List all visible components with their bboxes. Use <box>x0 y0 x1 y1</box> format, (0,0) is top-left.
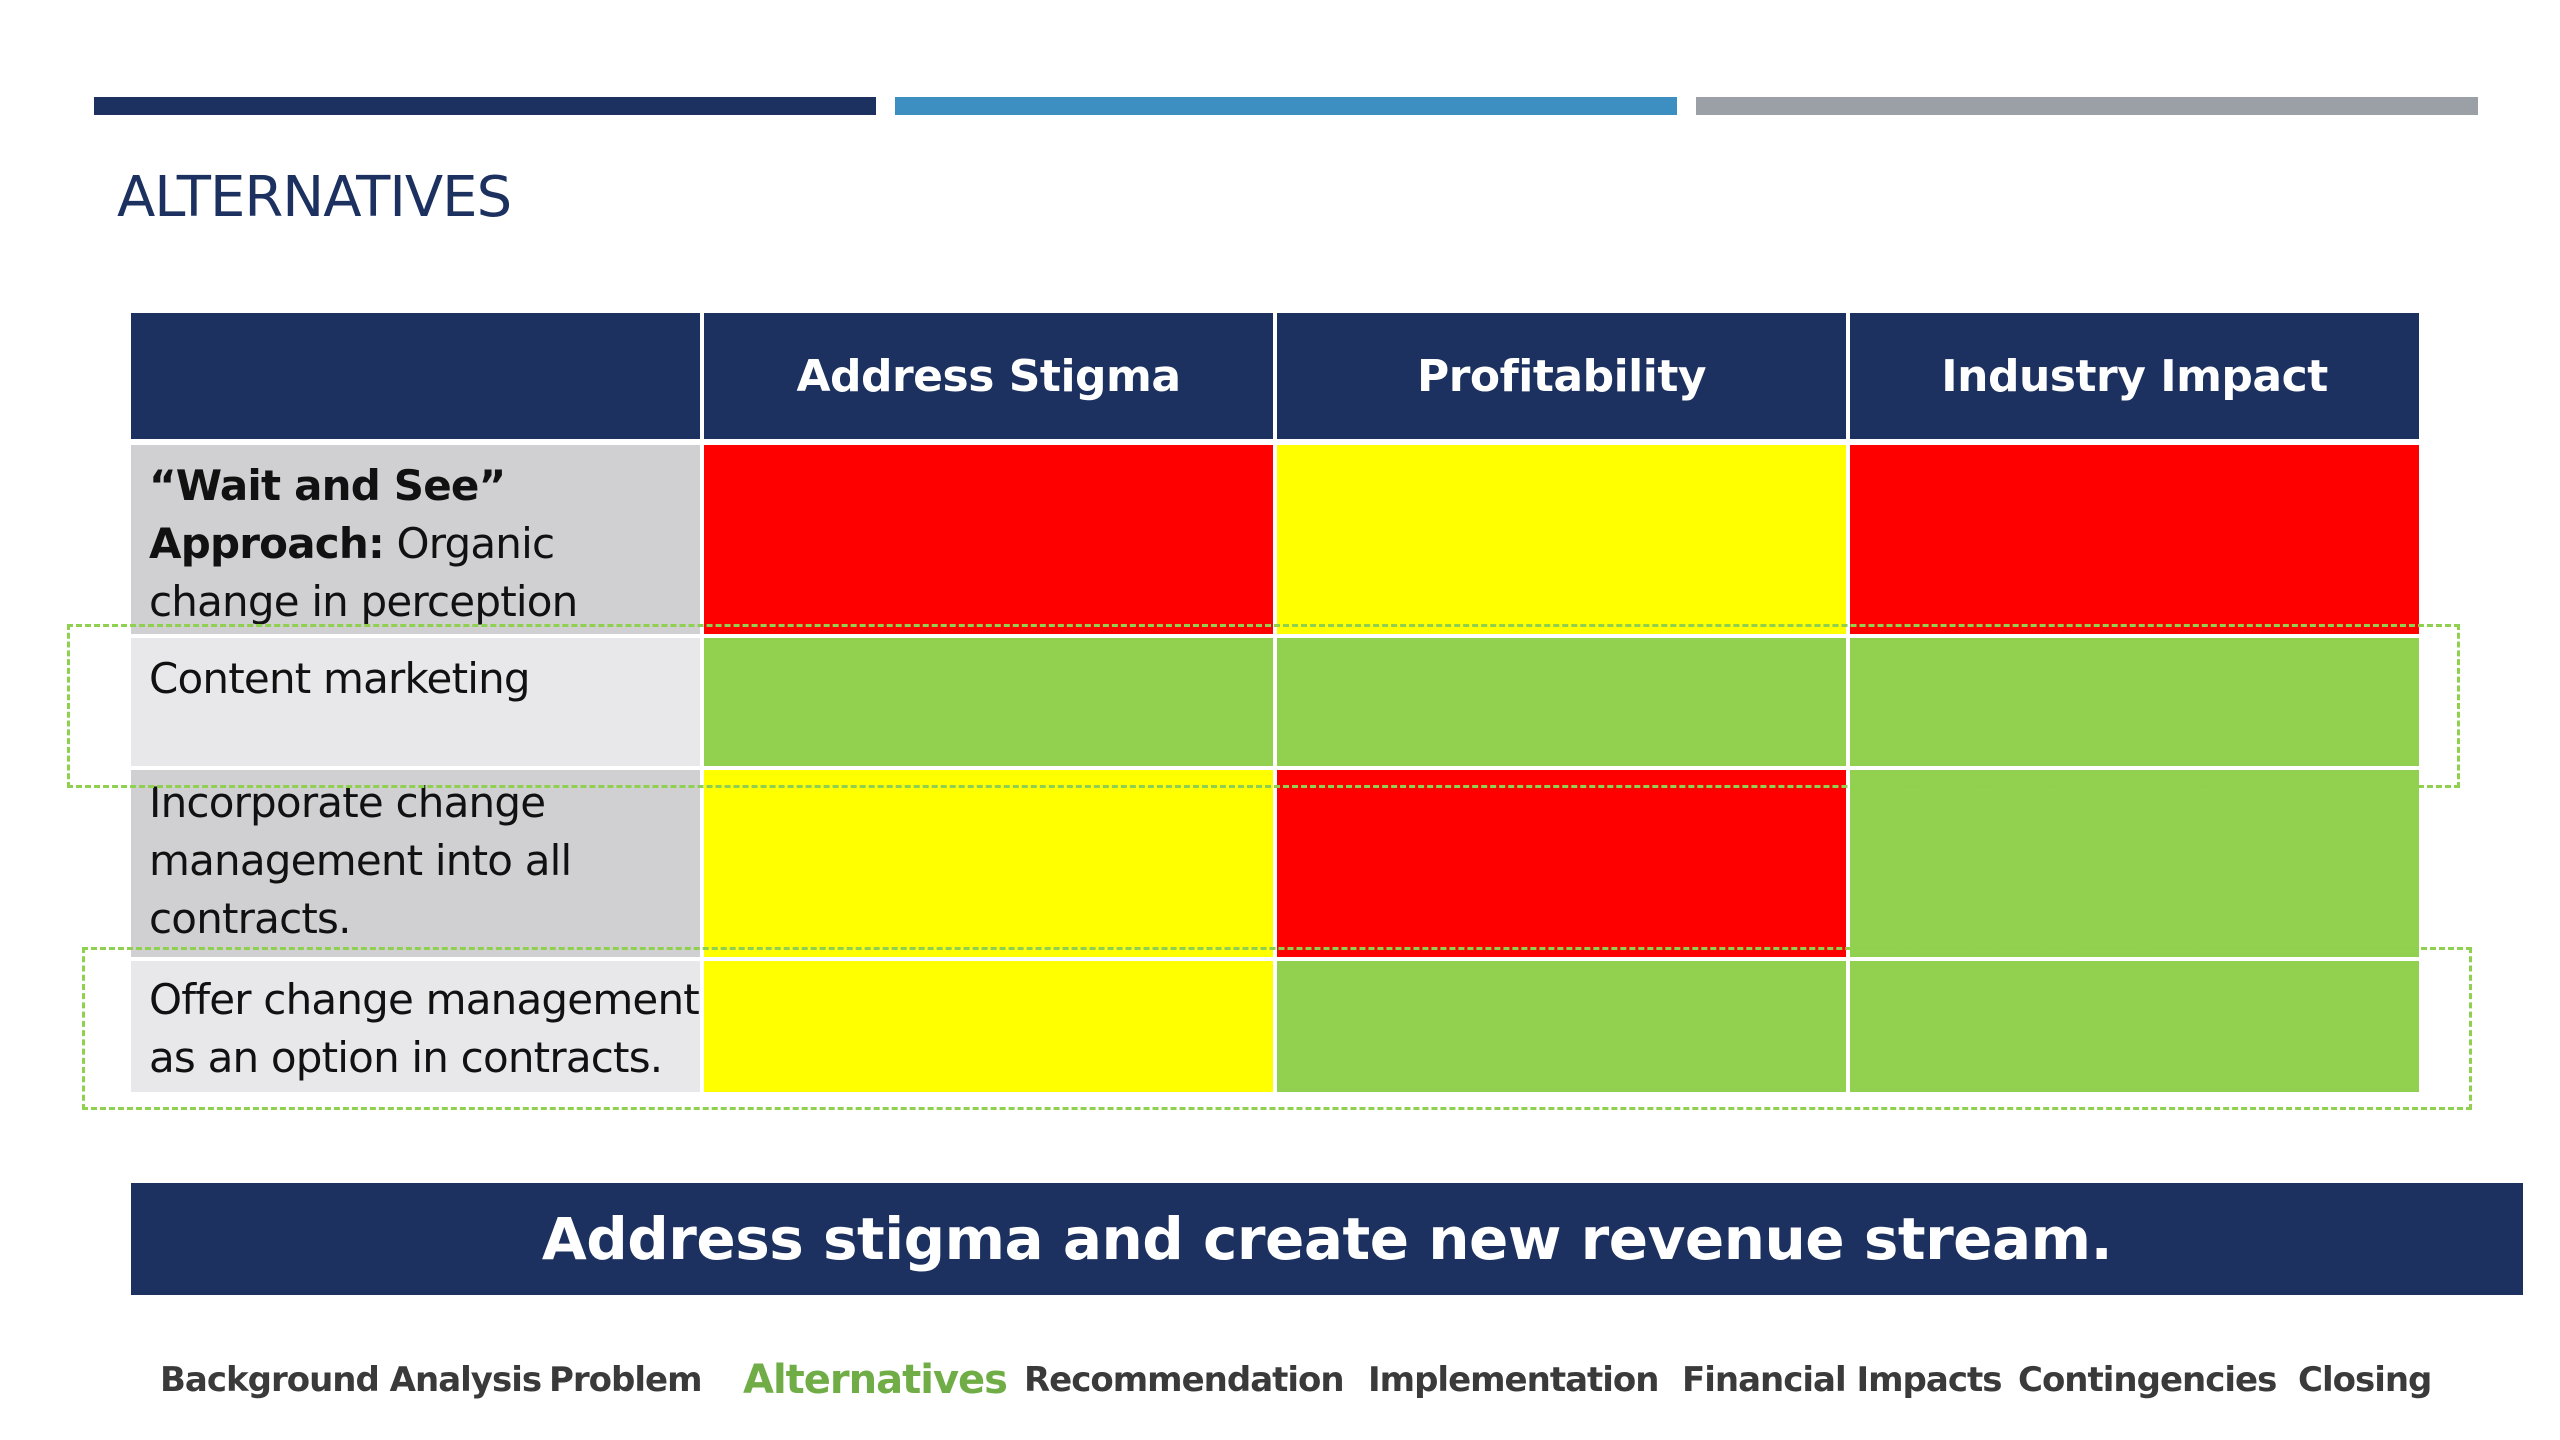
rating-cell-green <box>1277 961 1846 1092</box>
rating-cell-red <box>1850 445 2419 634</box>
row-label-content-marketing: Content marketing <box>131 638 700 766</box>
nav-item-contingencies[interactable]: Contingencies <box>2018 1360 2277 1400</box>
nav-item-problem[interactable]: Problem <box>549 1360 703 1400</box>
rating-cell-yellow <box>704 770 1273 957</box>
nav-item-financial-impacts[interactable]: Financial Impacts <box>1682 1360 2002 1400</box>
top-bar-blue <box>895 97 1677 115</box>
row-label-text: Offer change management as an option in … <box>149 975 700 1082</box>
rating-cell-green <box>1850 638 2419 766</box>
slide-title: ALTERNATIVES <box>117 165 512 230</box>
row-label-offer-change: Offer change management as an option in … <box>131 961 700 1092</box>
alternatives-table: Address Stigma Profitability Industry Im… <box>131 313 2427 1100</box>
row-label-wait-and-see: “Wait and See” Approach: Organic change … <box>131 445 700 634</box>
rating-cell-red <box>1277 770 1846 957</box>
conclusion-banner: Address stigma and create new revenue st… <box>131 1183 2523 1295</box>
row-label-incorporate-change: Incorporate change management into all c… <box>131 770 700 957</box>
rating-cell-yellow <box>704 961 1273 1092</box>
header-profitability: Profitability <box>1277 313 1846 439</box>
nav-item-recommendation[interactable]: Recommendation <box>1024 1360 1345 1400</box>
row-label-text: Organic change in perception <box>149 519 578 626</box>
header-industry-impact: Industry Impact <box>1850 313 2419 439</box>
top-bar-gray <box>1696 97 2478 115</box>
nav-item-alternatives[interactable]: Alternatives <box>743 1357 1008 1403</box>
rating-cell-green <box>1850 770 2419 957</box>
rating-cell-green <box>1850 961 2419 1092</box>
rating-cell-green <box>1277 638 1846 766</box>
row-label-text: Content marketing <box>149 654 531 703</box>
rating-cell-green <box>704 638 1273 766</box>
nav-item-background-analysis[interactable]: Background Analysis <box>160 1360 542 1400</box>
rating-cell-red <box>704 445 1273 634</box>
row-label-bold: “Wait and See” Approach: <box>149 461 506 568</box>
header-corner <box>131 313 700 439</box>
nav-item-closing[interactable]: Closing <box>2298 1360 2432 1400</box>
row-label-text: Incorporate change management into all c… <box>149 778 572 943</box>
nav-item-implementation[interactable]: Implementation <box>1368 1360 1659 1400</box>
rating-cell-yellow <box>1277 445 1846 634</box>
header-address-stigma: Address Stigma <box>704 313 1273 439</box>
top-bar-navy <box>94 97 876 115</box>
